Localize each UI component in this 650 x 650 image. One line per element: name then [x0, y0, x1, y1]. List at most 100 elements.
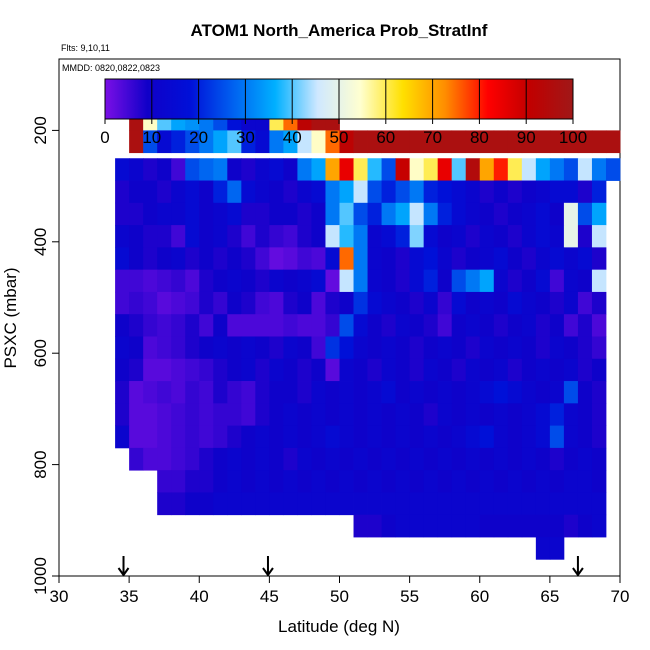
heatmap-cell: [255, 269, 270, 293]
heatmap-cell: [423, 492, 439, 516]
heatmap-cell: [381, 225, 396, 248]
heatmap-cell: [227, 158, 242, 181]
heatmap-cell: [395, 130, 411, 154]
heatmap-cell: [479, 314, 495, 337]
heatmap-cell: [297, 202, 312, 226]
heatmap-cell: [381, 470, 396, 493]
heatmap-cell: [213, 470, 228, 493]
heatmap-cell: [269, 447, 284, 471]
heatmap-cell: [157, 381, 172, 404]
heatmap-cell: [241, 336, 256, 360]
heatmap-cell: [423, 158, 439, 181]
heatmap-cell: [115, 180, 130, 204]
heatmap-cell: [129, 314, 144, 337]
heatmap-cell: [157, 202, 172, 226]
heatmap-cell: [311, 425, 326, 449]
heatmap-cell: [241, 158, 256, 181]
heatmap-cell: [311, 470, 326, 493]
heatmap-cell: [409, 470, 425, 493]
heatmap-cell: [437, 425, 453, 449]
heatmap-cell: [409, 425, 425, 449]
colorbar-tick-label: 90: [517, 128, 536, 147]
heatmap-cell: [451, 314, 467, 337]
heatmap-cell: [507, 514, 523, 538]
y-axis-label: PSXC (mbar): [1, 267, 20, 368]
heatmap-cell: [451, 403, 467, 427]
heatmap-cell: [157, 158, 172, 181]
heatmap-cell: [213, 336, 228, 360]
heatmap-cell: [521, 158, 537, 181]
heatmap-cell: [507, 447, 523, 471]
heatmap-cell: [311, 202, 326, 226]
heatmap-cell: [283, 314, 298, 337]
heatmap-cell: [255, 202, 270, 226]
heatmap-cell: [423, 403, 439, 427]
heatmap-cell: [227, 180, 242, 204]
heatmap-cell: [381, 425, 396, 449]
heatmap-cell: [353, 291, 368, 315]
heatmap-cell: [381, 336, 396, 360]
heatmap-cell: [269, 130, 284, 154]
heatmap-cell: [185, 225, 200, 248]
heatmap-cell: [185, 158, 200, 181]
heatmap-cell: [493, 447, 509, 471]
heatmap-cell: [185, 247, 200, 271]
heatmap-cell: [143, 381, 158, 404]
heatmap-cell: [143, 158, 158, 181]
heatmap-cell: [213, 225, 228, 248]
heatmap-cell: [171, 130, 186, 154]
heatmap-cell: [171, 470, 186, 493]
heatmap-cell: [549, 381, 565, 404]
heatmap-cell: [339, 291, 354, 315]
heatmap-cell: [591, 492, 607, 516]
heatmap-cell: [213, 358, 228, 382]
heatmap-cell: [199, 358, 214, 382]
heatmap-cell: [549, 403, 565, 427]
heatmap-cell: [591, 202, 607, 226]
heatmap-cell: [213, 403, 228, 427]
heatmap-cell: [269, 180, 284, 204]
heatmap-cell: [185, 381, 200, 404]
heatmap-cell: [409, 514, 425, 538]
heatmap-cell: [563, 514, 579, 538]
heatmap-cell: [283, 470, 298, 493]
heatmap-cell: [255, 225, 270, 248]
heatmap-cell: [465, 336, 481, 360]
heatmap-cell: [381, 247, 396, 271]
heatmap-cell: [437, 130, 453, 154]
heatmap-cell: [423, 202, 439, 226]
heatmap-cell: [129, 269, 144, 293]
heatmap-cell: [171, 358, 186, 382]
heatmap-cell: [535, 130, 551, 154]
heatmap-cell: [367, 247, 382, 271]
heatmap-cell: [535, 492, 551, 516]
heatmap-cell: [283, 225, 298, 248]
heatmap-cell: [311, 180, 326, 204]
heatmap-cell: [479, 381, 495, 404]
heatmap-cell: [199, 180, 214, 204]
heatmap-cell: [213, 247, 228, 271]
heatmap-cell: [577, 447, 593, 471]
heatmap-cell: [171, 291, 186, 315]
heatmap-cell: [311, 358, 326, 382]
heatmap-cell: [521, 180, 537, 204]
heatmap-cell: [591, 336, 607, 360]
heatmap-cell: [479, 180, 495, 204]
x-tick-label: 60: [470, 587, 489, 606]
heatmap-cell: [339, 381, 354, 404]
heatmap-cell: [297, 291, 312, 315]
heatmap-cell: [591, 514, 607, 538]
heatmap-cell: [241, 470, 256, 493]
heatmap-cell: [185, 425, 200, 449]
heatmap-cell: [521, 358, 537, 382]
heatmap-cell: [521, 492, 537, 516]
heatmap-cell: [171, 247, 186, 271]
heatmap-cell: [325, 202, 340, 226]
heatmap-cell: [325, 158, 340, 181]
heatmap-cell: [339, 425, 354, 449]
heatmap-cell: [311, 336, 326, 360]
heatmap-cell: [143, 247, 158, 271]
heatmap-cell: [381, 403, 396, 427]
y-tick-label: 1000: [31, 557, 50, 595]
heatmap-cell: [381, 130, 396, 154]
